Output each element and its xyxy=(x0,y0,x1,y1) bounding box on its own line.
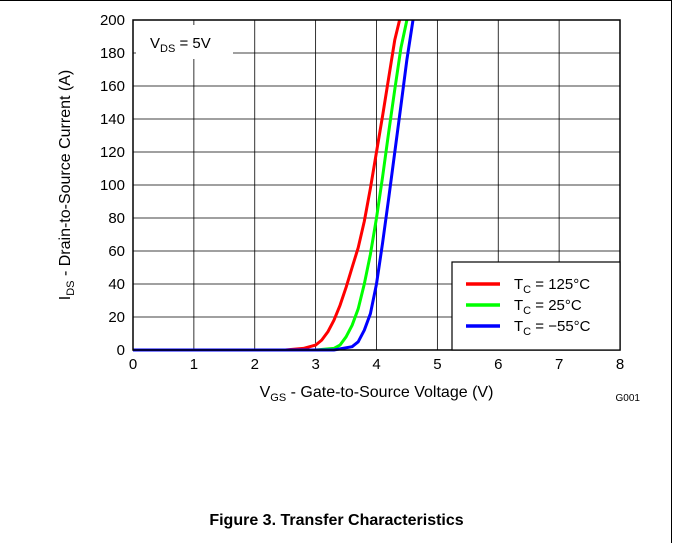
legend-label-main-0: T xyxy=(514,276,523,293)
y-tick-label-3: 60 xyxy=(108,243,125,260)
x-tick-label-4: 4 xyxy=(372,356,380,373)
y-axis-label: IDS - Drain-to-Source Current (A) xyxy=(57,70,77,300)
x-axis-label: VGS - Gate-to-Source Voltage (V) xyxy=(260,384,494,404)
series-line-2 xyxy=(133,19,415,352)
y-tick-label-9: 180 xyxy=(100,45,125,62)
y-axis-label-sub: DS xyxy=(65,280,77,295)
legend-label-main-1: T xyxy=(514,297,523,314)
condition-background xyxy=(136,25,233,59)
legend-label-rest-0: = 125°C xyxy=(531,276,590,293)
legend-label-0: TC = 125°C xyxy=(514,276,590,296)
legend-label-1: TC = 25°C xyxy=(514,297,582,317)
series-line-1 xyxy=(133,19,409,352)
y-axis-label-main: I xyxy=(57,296,74,300)
condition-main: V xyxy=(150,35,160,52)
y-tick-label-2: 40 xyxy=(108,276,125,293)
x-axis-label-sub: GS xyxy=(270,392,286,404)
x-axis-label-main: V xyxy=(260,384,271,401)
figure-caption: Figure 3. Transfer Characteristics xyxy=(209,512,464,529)
figure-code: G001 xyxy=(616,393,641,404)
y-tick-label-7: 140 xyxy=(100,111,125,128)
legend-label-2: TC = −55°C xyxy=(514,318,591,338)
x-axis-label-rest: - Gate-to-Source Voltage (V) xyxy=(286,384,493,401)
y-tick-label-6: 120 xyxy=(100,144,125,161)
series-layer xyxy=(133,19,415,352)
x-tick-label-5: 5 xyxy=(433,356,441,373)
x-tick-label-2: 2 xyxy=(251,356,259,373)
x-tick-label-3: 3 xyxy=(311,356,319,373)
x-tick-label-8: 8 xyxy=(616,356,624,373)
y-tick-label-10: 200 xyxy=(100,12,125,29)
condition-label: VDS = 5V xyxy=(150,35,211,55)
y-tick-label-0: 0 xyxy=(117,342,125,359)
series-line-0 xyxy=(133,19,402,352)
y-tick-label-1: 20 xyxy=(108,309,125,326)
legend: TC = 125°CTC = 25°CTC = −55°C xyxy=(451,261,621,351)
legend-label-main-2: T xyxy=(514,318,523,335)
y-tick-label-5: 100 xyxy=(100,177,125,194)
x-tick-label-1: 1 xyxy=(190,356,198,373)
y-tick-label-4: 80 xyxy=(108,210,125,227)
y-axis-label-rest: - Drain-to-Source Current (A) xyxy=(57,70,74,281)
y-tick-label-8: 160 xyxy=(100,78,125,95)
legend-label-rest-1: = 25°C xyxy=(531,297,582,314)
x-tick-label-6: 6 xyxy=(494,356,502,373)
condition-rest: = 5V xyxy=(175,35,210,52)
legend-label-sub-2: C xyxy=(523,326,531,338)
condition-sub: DS xyxy=(160,43,175,55)
x-tick-label-7: 7 xyxy=(555,356,563,373)
legend-label-sub-1: C xyxy=(523,305,531,317)
condition-box: VDS = 5V xyxy=(136,25,233,59)
plot-border xyxy=(132,19,621,351)
x-tick-label-0: 0 xyxy=(129,356,137,373)
legend-label-rest-2: = −55°C xyxy=(531,318,591,335)
legend-label-sub-0: C xyxy=(523,284,531,296)
